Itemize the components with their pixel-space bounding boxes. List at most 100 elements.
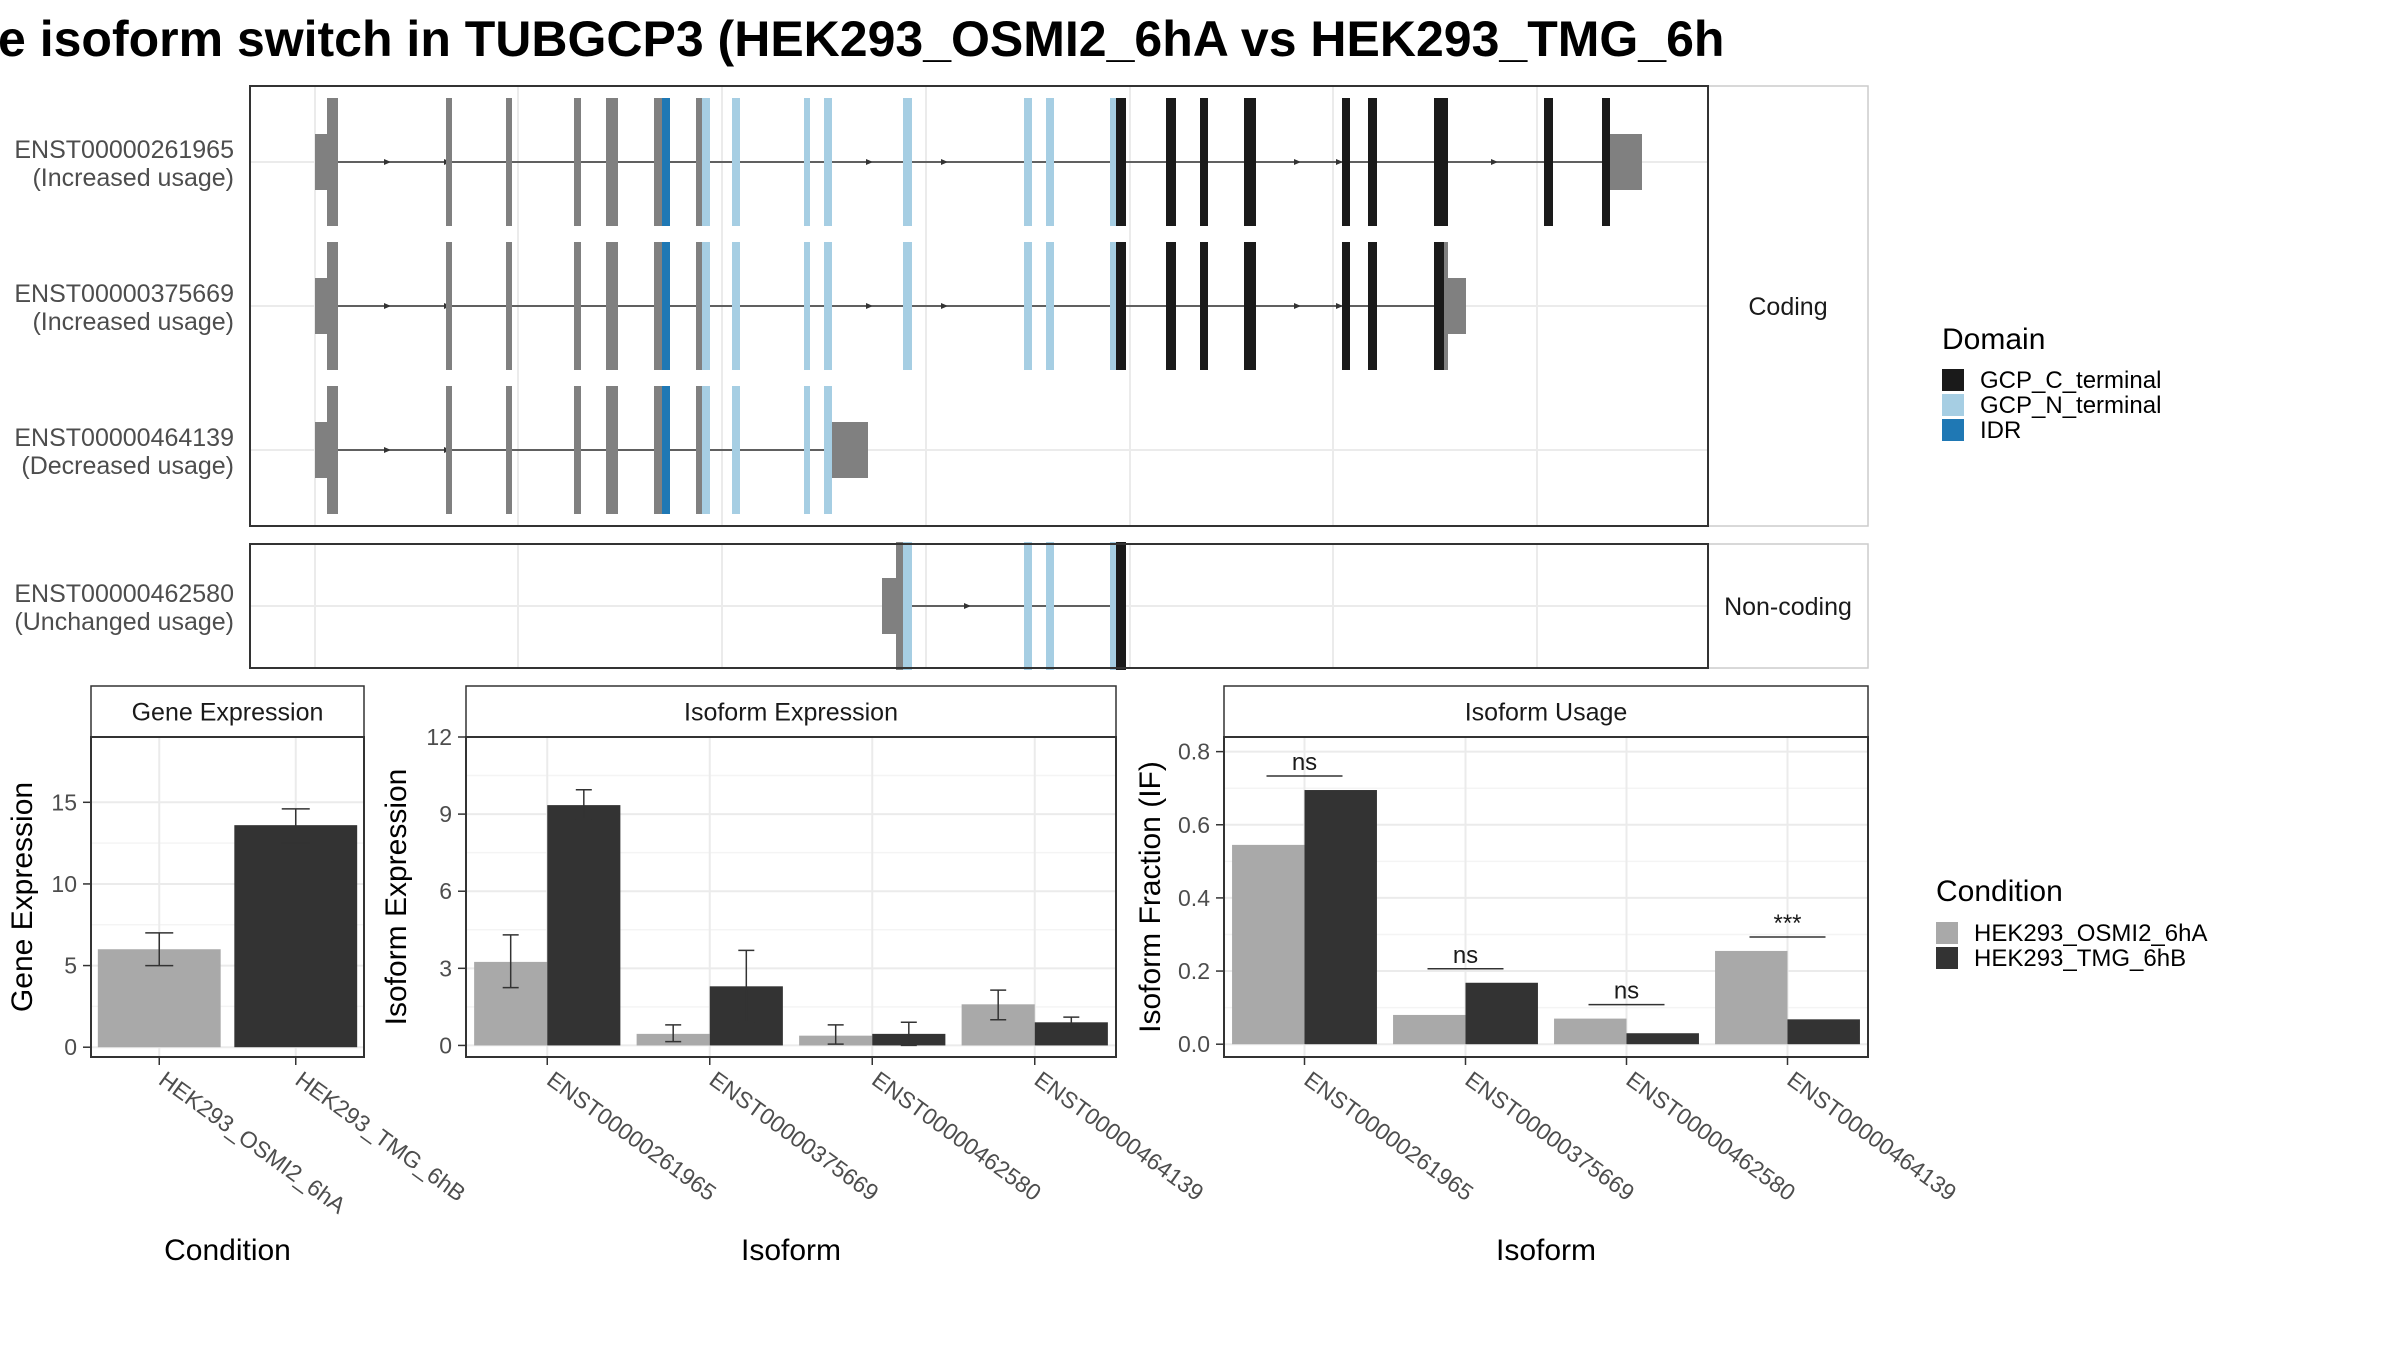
exon-block <box>446 242 452 370</box>
exon-block <box>1602 98 1610 226</box>
panel-strip <box>465 685 1117 738</box>
direction-arrow <box>941 159 948 165</box>
y-tick-label: 0 <box>64 1034 77 1060</box>
exon-block <box>1046 98 1054 226</box>
y-axis-label: Gene Expression <box>6 782 39 1012</box>
exon-block <box>506 242 512 370</box>
panel-border <box>249 85 1709 527</box>
exon-block <box>506 386 512 514</box>
isoform-usage-label: (Increased usage) <box>32 308 234 336</box>
exon-block <box>1024 542 1032 670</box>
exon-block <box>1544 98 1553 226</box>
exon-block <box>702 242 710 370</box>
exon-block <box>1110 98 1116 226</box>
direction-arrow <box>1491 159 1498 165</box>
legend-swatch <box>1942 394 1964 416</box>
bar <box>1232 844 1305 1045</box>
exon-block <box>654 386 662 514</box>
exon-block <box>1244 242 1256 370</box>
panel-strip <box>90 685 365 738</box>
x-tick-label: ENST00000261965 <box>1300 1066 1479 1206</box>
exon-block <box>446 98 452 226</box>
utr-block <box>315 422 327 478</box>
y-tick-label: 15 <box>51 789 77 815</box>
exon-block <box>574 386 581 514</box>
figure-title: e isoform switch in TUBGCP3 (HEK293_OSMI… <box>0 11 1724 67</box>
exon-block <box>1024 242 1032 370</box>
y-tick-label: 12 <box>426 724 452 750</box>
bar <box>234 825 358 1048</box>
legend-swatch <box>1942 419 1964 441</box>
exon-block <box>1110 242 1116 370</box>
isoform-usage-panel: Isoform Usage 0.0 0.2 0.4 0.6 0.8 ns ns ns *** ENS… <box>1134 685 1962 1267</box>
x-tick-label: ENST00000464139 <box>1783 1066 1962 1206</box>
exon-block <box>1200 98 1208 226</box>
bar <box>1787 1019 1860 1045</box>
isoform-label: ENST00000261965 <box>14 136 234 164</box>
panel-border <box>249 543 1709 669</box>
exon-block <box>1434 98 1448 226</box>
exon-block <box>1110 542 1116 670</box>
bar <box>1465 982 1538 1045</box>
exon-block <box>1116 542 1126 670</box>
direction-arrow <box>1336 303 1343 309</box>
bar <box>1034 1022 1108 1046</box>
exon-block <box>506 98 512 226</box>
exon-block <box>903 542 912 670</box>
panel-title: Gene Expression <box>132 699 324 727</box>
exon-block <box>327 386 338 514</box>
facet-label: Coding <box>1748 293 1827 321</box>
bar <box>1715 950 1788 1045</box>
legend-swatch <box>1936 947 1958 969</box>
panel-border <box>90 736 365 1058</box>
condition-legend-title: Condition <box>1936 875 2063 908</box>
exon-block <box>327 242 338 370</box>
x-axis-label: Isoform <box>1496 1234 1596 1267</box>
x-axis-label: Isoform <box>741 1234 841 1267</box>
exon-block <box>662 242 670 370</box>
significance-label: *** <box>1773 910 1801 937</box>
exon-block <box>446 386 452 514</box>
exon-block <box>1116 242 1126 370</box>
isoform-usage-label: (Increased usage) <box>32 164 234 192</box>
isoform-usage-label: (Unchanged usage) <box>14 608 234 636</box>
x-tick-label: ENST00000375669 <box>705 1066 884 1206</box>
significance-label: ns <box>1292 749 1317 776</box>
x-tick-label: ENST00000462580 <box>1622 1066 1801 1206</box>
exon-block <box>732 386 740 514</box>
isoform-label: ENST00000375669 <box>14 280 234 308</box>
exon-block <box>1368 242 1377 370</box>
panel-title: Isoform Expression <box>684 699 898 727</box>
significance-label: ns <box>1614 978 1639 1005</box>
significance-label: ns <box>1453 942 1478 969</box>
exon-block <box>327 98 338 226</box>
bar <box>1304 790 1377 1045</box>
exon-block <box>1368 98 1377 226</box>
utr-block <box>315 278 327 334</box>
exon-block <box>732 98 740 226</box>
exon-block <box>1342 242 1350 370</box>
exon-block <box>824 386 832 514</box>
exon-block <box>804 386 810 514</box>
legend-label: HEK293_OSMI2_6hA <box>1974 920 2207 947</box>
exon-block <box>662 98 670 226</box>
y-tick-label: 5 <box>64 953 77 979</box>
direction-arrow <box>866 303 873 309</box>
exon-block <box>574 98 581 226</box>
exon-block <box>1244 98 1256 226</box>
exon-block <box>896 542 903 670</box>
direction-arrow <box>866 159 873 165</box>
direction-arrow <box>384 159 391 165</box>
legend-label: GCP_N_terminal <box>1980 392 2161 419</box>
x-tick-label: ENST00000375669 <box>1461 1066 1640 1206</box>
direction-arrow <box>384 447 391 453</box>
exon-block <box>654 242 662 370</box>
direction-arrow <box>384 303 391 309</box>
bar <box>1554 1018 1627 1045</box>
y-tick-label: 0.2 <box>1178 958 1210 984</box>
exon-block <box>606 242 618 370</box>
panel-border <box>465 736 1117 1058</box>
legend-label: GCP_C_terminal <box>1980 367 2161 394</box>
utr-block <box>1610 134 1642 190</box>
exon-block <box>1024 98 1032 226</box>
